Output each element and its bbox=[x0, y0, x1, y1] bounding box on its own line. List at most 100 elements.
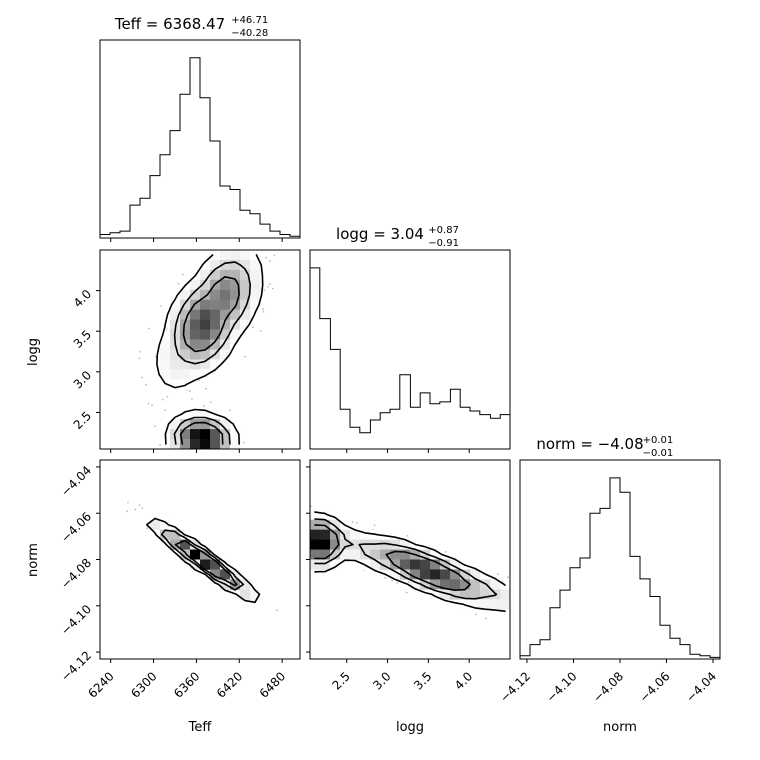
scatter-point bbox=[151, 404, 153, 407]
density-bin bbox=[360, 529, 371, 540]
density-bin bbox=[430, 549, 441, 560]
scatter-point bbox=[405, 591, 408, 594]
density-bin bbox=[210, 429, 221, 440]
scatter-point bbox=[273, 254, 276, 257]
y-tick-label-nt-3: −4.06 bbox=[58, 509, 94, 545]
density-bin bbox=[240, 250, 251, 261]
density-bin bbox=[200, 269, 211, 281]
density-bin bbox=[210, 309, 221, 321]
density-bin bbox=[460, 589, 471, 600]
density-bin bbox=[480, 589, 491, 600]
density-bin bbox=[250, 269, 261, 281]
density-bin bbox=[240, 279, 251, 291]
histogram-steps-logg bbox=[309, 267, 511, 449]
density-bin bbox=[180, 319, 191, 330]
density-panel-logg-teff: 2.5 3.0 3.5 4.0 logg bbox=[26, 249, 301, 453]
density-bin bbox=[200, 559, 211, 570]
scatter-point bbox=[138, 357, 141, 360]
contour-level-3 bbox=[179, 276, 240, 445]
density-bin bbox=[420, 559, 431, 570]
x-tick-label-nt-3: 6420 bbox=[214, 669, 245, 700]
density-bin bbox=[220, 339, 231, 350]
scatter-point bbox=[188, 390, 191, 392]
density-bin bbox=[340, 549, 351, 560]
density-bin bbox=[210, 319, 221, 330]
density-bin bbox=[210, 250, 221, 261]
density-bin bbox=[210, 329, 221, 340]
scatter-point bbox=[262, 310, 265, 313]
density-bin bbox=[470, 599, 481, 610]
density-bin bbox=[390, 569, 401, 580]
density-bin bbox=[310, 539, 321, 550]
density-bin bbox=[230, 259, 241, 271]
scatter-point bbox=[202, 404, 205, 407]
density-bin bbox=[350, 539, 361, 550]
density-bin bbox=[150, 519, 161, 531]
x-tick-label-nl-0: 2.5 bbox=[329, 669, 352, 692]
density-bin bbox=[180, 539, 191, 550]
x-tick-label-nt-2: 6360 bbox=[171, 669, 202, 700]
density-bin bbox=[180, 309, 191, 321]
density-bin bbox=[190, 549, 201, 560]
density-bin bbox=[330, 539, 341, 550]
density-bin bbox=[170, 419, 181, 430]
density-bin bbox=[230, 309, 241, 321]
x-tick-label-nl-1: 3.0 bbox=[370, 669, 393, 692]
density-bin bbox=[240, 579, 251, 590]
density-bin bbox=[340, 539, 351, 550]
density-bin bbox=[240, 309, 251, 321]
density-bin bbox=[380, 539, 391, 550]
density-bin bbox=[230, 439, 241, 449]
density-bin bbox=[410, 579, 421, 590]
density-bin bbox=[240, 269, 251, 281]
contour-level-3 bbox=[174, 539, 238, 587]
scatter-point bbox=[373, 524, 376, 527]
density-bin bbox=[180, 419, 191, 430]
density-bin bbox=[500, 599, 510, 610]
scatter-point bbox=[191, 398, 193, 400]
density-bin bbox=[450, 569, 461, 580]
density-bin bbox=[430, 589, 441, 600]
density-bin bbox=[220, 289, 231, 301]
density-bin bbox=[400, 569, 411, 580]
scatter-point bbox=[160, 305, 163, 307]
density-bin bbox=[210, 299, 221, 311]
scatter-point bbox=[269, 260, 271, 263]
density-bin bbox=[240, 259, 251, 271]
panel-frame-logg bbox=[309, 249, 511, 450]
density-bin bbox=[450, 559, 461, 570]
density-bin bbox=[250, 289, 261, 301]
title-sub-teff: −40.28 bbox=[231, 28, 268, 39]
density-bin bbox=[160, 369, 171, 380]
density-bin bbox=[230, 289, 241, 301]
density-bin bbox=[320, 559, 331, 570]
x-tick-label-norm-2: −4.08 bbox=[590, 669, 626, 705]
y-axis-label-norm: norm bbox=[26, 543, 41, 577]
contour-level-2 bbox=[314, 518, 498, 600]
density-bin bbox=[170, 369, 181, 380]
scatter-point bbox=[267, 285, 269, 288]
y-tick-label-nt-0: −4.12 bbox=[58, 648, 94, 684]
density-bin bbox=[200, 289, 211, 301]
density-bin bbox=[190, 429, 201, 440]
scatter-point bbox=[259, 330, 262, 332]
density-bin bbox=[210, 269, 221, 281]
density-bin bbox=[440, 559, 451, 570]
x-axis-label-teff: Teff bbox=[188, 720, 213, 735]
title-sup-logg: +0.87 bbox=[428, 225, 459, 236]
scatter-point bbox=[181, 273, 184, 276]
scatter-point bbox=[263, 289, 266, 291]
density-bin bbox=[220, 309, 231, 321]
density-bin bbox=[190, 299, 201, 311]
density-bin bbox=[250, 299, 261, 311]
y-tick-label-nt-2: −4.08 bbox=[58, 556, 94, 592]
density-bin bbox=[240, 319, 251, 330]
density-bin bbox=[220, 250, 231, 261]
scatter-point bbox=[138, 504, 141, 507]
scatter-point bbox=[507, 576, 509, 579]
density-bin bbox=[390, 549, 401, 560]
x-tick-label-norm-4: −4.04 bbox=[683, 669, 719, 705]
density-bin bbox=[470, 589, 481, 600]
y-axis-label-logg: logg bbox=[26, 338, 41, 366]
density-bin bbox=[180, 339, 191, 350]
